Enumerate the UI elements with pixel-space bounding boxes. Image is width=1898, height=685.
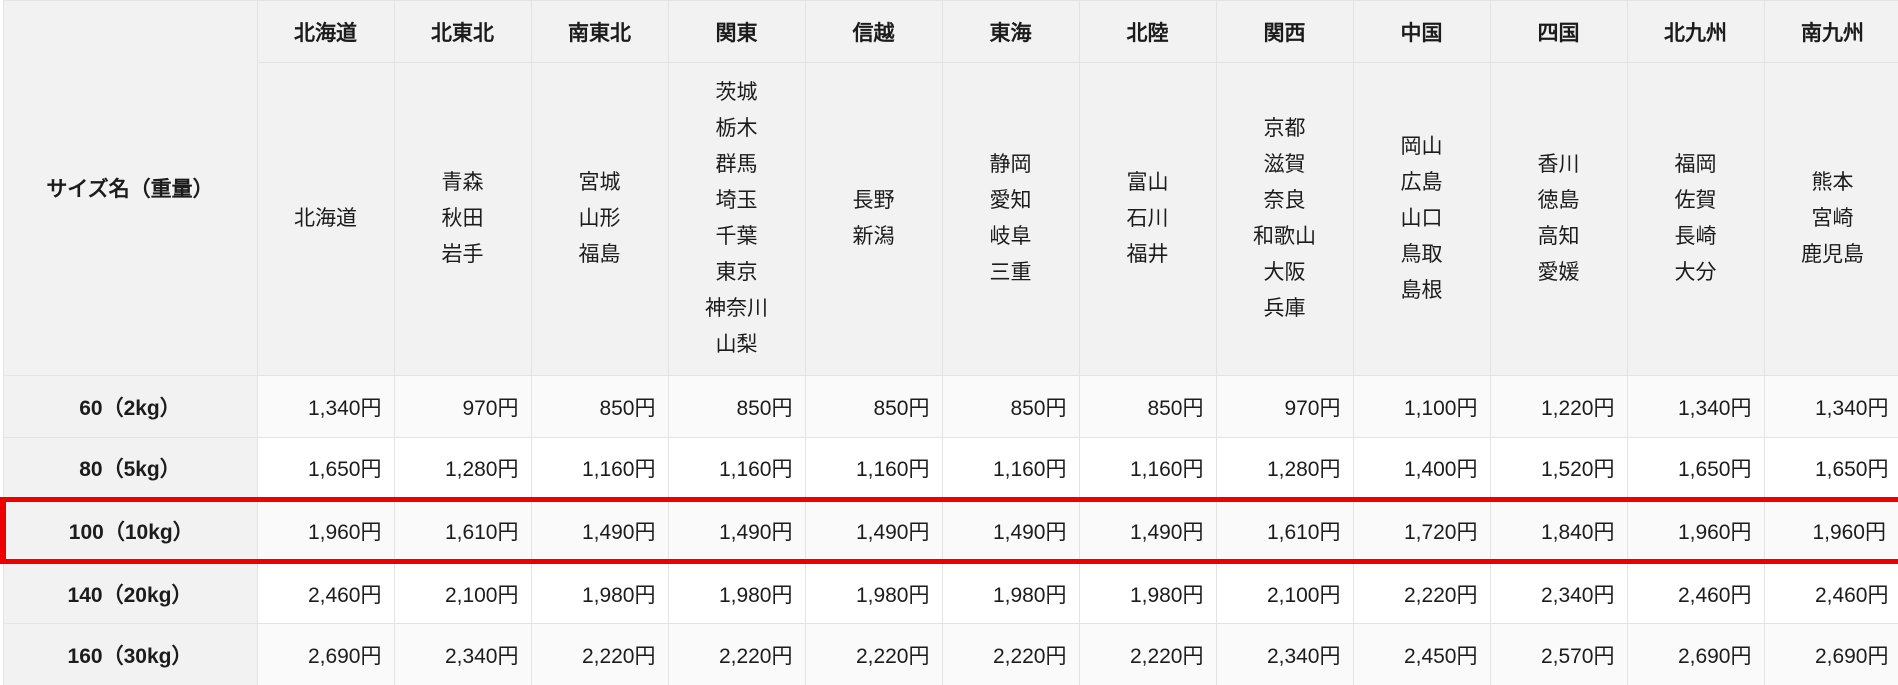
price-cell: 850円 <box>1078 375 1217 438</box>
price-cell: 1,960円 <box>256 497 395 564</box>
size-row-100-highlighted: 100（10kg） 1,960円 1,610円 1,490円 1,490円 1,… <box>0 497 1898 564</box>
region-header: 北海道 <box>256 0 395 63</box>
row-label: 160（30kg） <box>2 623 258 685</box>
prefecture-list: 青森 秋田 岩手 <box>393 62 532 376</box>
price-cell: 1,490円 <box>530 497 669 564</box>
price-cell: 1,160円 <box>530 437 669 500</box>
price-cell: 2,220円 <box>941 623 1080 685</box>
price-cell: 2,690円 <box>1763 623 1898 685</box>
price-cell: 1,490円 <box>941 497 1080 564</box>
prefecture-list: 長野 新潟 <box>804 62 943 376</box>
size-row-140: 140（20kg） 2,460円 2,100円 1,980円 1,980円 1,… <box>2 561 1898 624</box>
prefecture-list: 香川 徳島 高知 愛媛 <box>1489 62 1628 376</box>
prefecture-list: 岡山 広島 山口 鳥取 島根 <box>1352 62 1491 376</box>
price-cell: 1,980円 <box>941 561 1080 624</box>
price-cell: 1,840円 <box>1489 497 1628 564</box>
size-row-60: 60（2kg） 1,340円 970円 850円 850円 850円 850円 … <box>2 375 1898 438</box>
price-cell: 1,490円 <box>667 497 806 564</box>
region-header: 関東 <box>667 0 806 63</box>
price-cell: 1,100円 <box>1352 375 1491 438</box>
price-cell: 1,160円 <box>667 437 806 500</box>
price-cell: 970円 <box>1215 375 1354 438</box>
price-cell: 850円 <box>941 375 1080 438</box>
region-header: 四国 <box>1489 0 1628 63</box>
price-cell: 2,340円 <box>1215 623 1354 685</box>
prefecture-header-row: 北海道 青森 秋田 岩手 宮城 山形 福島 茨城 栃木 群馬 埼玉 千葉 東京 … <box>3 62 1898 376</box>
region-header-row: サイズ名（重量） 北海道 北東北 南東北 関東 信越 東海 北陸 関西 中国 四… <box>2 0 1898 376</box>
price-cell: 2,460円 <box>256 561 395 624</box>
region-header: 中国 <box>1352 0 1491 63</box>
price-cell: 850円 <box>667 375 806 438</box>
prefecture-list: 熊本 宮崎 鹿児島 <box>1763 62 1898 376</box>
prefecture-list: 静岡 愛知 岐阜 三重 <box>941 62 1080 376</box>
price-cell: 2,100円 <box>393 561 532 624</box>
size-row-160: 160（30kg） 2,690円 2,340円 2,220円 2,220円 2,… <box>2 623 1898 685</box>
price-cell: 1,650円 <box>256 437 395 500</box>
price-cell: 1,280円 <box>393 437 532 500</box>
size-row-80: 80（5kg） 1,650円 1,280円 1,160円 1,160円 1,16… <box>2 437 1898 500</box>
prefecture-list: 宮城 山形 福島 <box>530 62 669 376</box>
price-cell: 1,980円 <box>667 561 806 624</box>
region-header: 北九州 <box>1626 0 1765 63</box>
price-cell: 850円 <box>804 375 943 438</box>
price-cell: 1,960円 <box>1763 497 1898 564</box>
price-cell: 2,220円 <box>1352 561 1491 624</box>
price-cell: 2,460円 <box>1763 561 1898 624</box>
price-cell: 1,650円 <box>1626 437 1765 500</box>
price-cell: 1,490円 <box>1078 497 1217 564</box>
price-cell: 2,460円 <box>1626 561 1765 624</box>
price-cell: 1,520円 <box>1489 437 1628 500</box>
price-cell: 2,340円 <box>1489 561 1628 624</box>
price-cell: 2,690円 <box>256 623 395 685</box>
price-cell: 2,220円 <box>667 623 806 685</box>
price-cell: 2,100円 <box>1215 561 1354 624</box>
prefecture-list: 福岡 佐賀 長崎 大分 <box>1626 62 1765 376</box>
price-cell: 2,450円 <box>1352 623 1491 685</box>
price-cell: 1,650円 <box>1763 437 1898 500</box>
price-cell: 1,340円 <box>1626 375 1765 438</box>
row-label: 60（2kg） <box>2 375 258 438</box>
region-header: 南東北 <box>530 0 669 63</box>
price-cell: 1,960円 <box>1626 497 1765 564</box>
region-header: 南九州 <box>1763 0 1898 63</box>
price-cell: 1,280円 <box>1215 437 1354 500</box>
price-cell: 2,220円 <box>1078 623 1217 685</box>
price-cell: 2,220円 <box>804 623 943 685</box>
price-cell: 1,340円 <box>1763 375 1898 438</box>
price-cell: 970円 <box>393 375 532 438</box>
prefecture-list: 富山 石川 福井 <box>1078 62 1217 376</box>
region-header: 北東北 <box>393 0 532 63</box>
price-cell: 1,160円 <box>1078 437 1217 500</box>
prefecture-list: 茨城 栃木 群馬 埼玉 千葉 東京 神奈川 山梨 <box>667 62 806 376</box>
price-cell: 2,340円 <box>393 623 532 685</box>
price-cell: 850円 <box>530 375 669 438</box>
region-header: 北陸 <box>1078 0 1217 63</box>
price-cell: 1,980円 <box>1078 561 1217 624</box>
price-cell: 1,340円 <box>256 375 395 438</box>
prefecture-list: 京都 滋賀 奈良 和歌山 大阪 兵庫 <box>1215 62 1354 376</box>
price-cell: 1,400円 <box>1352 437 1491 500</box>
price-cell: 2,570円 <box>1489 623 1628 685</box>
price-cell: 1,220円 <box>1489 375 1628 438</box>
price-cell: 1,160円 <box>804 437 943 500</box>
price-cell: 1,490円 <box>804 497 943 564</box>
price-cell: 1,610円 <box>1215 497 1354 564</box>
size-column-header: サイズ名（重量） <box>2 0 258 376</box>
row-label: 140（20kg） <box>2 561 258 624</box>
price-cell: 1,720円 <box>1352 497 1491 564</box>
price-cell: 1,980円 <box>804 561 943 624</box>
region-header: 関西 <box>1215 0 1354 63</box>
price-cell: 1,160円 <box>941 437 1080 500</box>
row-label: 100（10kg） <box>0 497 258 564</box>
price-cell: 1,980円 <box>530 561 669 624</box>
price-cell: 2,220円 <box>530 623 669 685</box>
price-cell: 2,690円 <box>1626 623 1765 685</box>
price-cell: 1,610円 <box>393 497 532 564</box>
region-header: 信越 <box>804 0 943 63</box>
row-label: 80（5kg） <box>2 437 258 500</box>
region-header: 東海 <box>941 0 1080 63</box>
prefecture-list: 北海道 <box>256 62 395 376</box>
